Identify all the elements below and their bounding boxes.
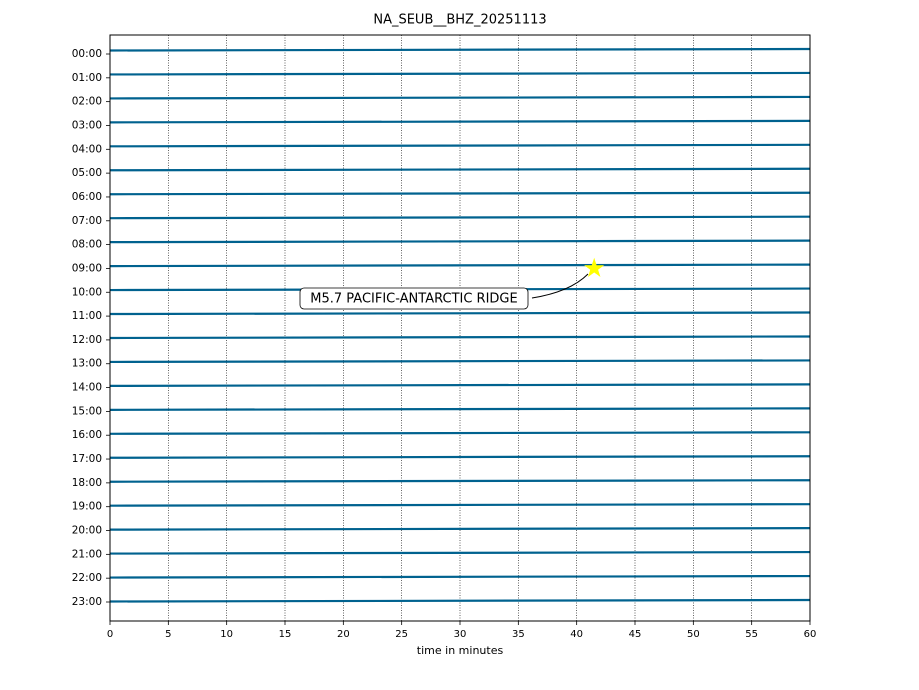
annotation-arrow (531, 273, 589, 299)
trace (109, 95, 811, 100)
y-tick-label: 22:00 (72, 572, 102, 584)
y-tick-label: 12:00 (72, 334, 102, 346)
x-tick-label: 60 (804, 629, 817, 640)
trace (109, 598, 811, 603)
trace (109, 574, 811, 579)
x-tick-label: 30 (454, 629, 467, 640)
x-tick-label: 45 (629, 629, 642, 640)
y-tick-label: 01:00 (72, 72, 102, 84)
y-tick-label: 16:00 (72, 429, 102, 441)
annotation: M5.7 PACIFIC-ANTARCTIC RIDGE (310, 292, 517, 307)
event-star (584, 257, 605, 277)
plot-frame (109, 34, 811, 622)
y-tick-label: 21:00 (72, 548, 102, 560)
y-tick-label: 10:00 (72, 286, 102, 298)
y-tick-label: 11:00 (72, 310, 102, 322)
y-tick-label: 20:00 (72, 525, 102, 537)
y-tick-label: 09:00 (72, 262, 102, 274)
trace (109, 383, 811, 387)
x-tick-label: 55 (745, 629, 758, 640)
trace (109, 119, 811, 124)
y-tick-label: 04:00 (72, 143, 102, 155)
trace (109, 479, 811, 483)
x-tick-label: 0 (107, 629, 113, 640)
trace (109, 550, 811, 555)
x-tick-label: 25 (395, 629, 408, 640)
x-tick-label: 50 (687, 629, 700, 640)
trace (109, 503, 811, 507)
trace (109, 431, 811, 435)
trace (109, 527, 811, 531)
trace (109, 47, 811, 52)
trace (109, 407, 811, 411)
y-tick-label: 23:00 (72, 596, 102, 608)
x-tick-label: 35 (512, 629, 525, 640)
y-tick-label: 00:00 (72, 48, 102, 60)
y-tick-label: 03:00 (72, 119, 102, 131)
trace (109, 143, 811, 148)
trace (109, 239, 811, 244)
trace (109, 71, 811, 76)
y-tick-label: 17:00 (72, 453, 102, 465)
y-tick-label: 15:00 (72, 405, 102, 417)
trace (109, 455, 811, 459)
trace (109, 191, 811, 196)
y-tick-label: 18:00 (72, 477, 102, 489)
trace (109, 167, 811, 172)
y-tick-label: 02:00 (72, 96, 102, 108)
y-tick-label: 13:00 (72, 358, 102, 370)
x-axis-label: time in minutes (417, 644, 504, 657)
y-tick-label: 07:00 (72, 215, 102, 227)
y-tick-label: 14:00 (72, 382, 102, 394)
x-tick-label: 15 (279, 629, 292, 640)
trace (109, 335, 811, 340)
y-tick-label: 08:00 (72, 239, 102, 251)
trace (109, 215, 811, 220)
x-tick-label: 20 (337, 629, 350, 640)
x-tick-label: 10 (220, 629, 233, 640)
y-tick-label: 19:00 (72, 501, 102, 513)
x-tick-label: 40 (570, 629, 583, 640)
y-tick-label: 05:00 (72, 167, 102, 179)
trace (109, 263, 811, 268)
trace (109, 311, 811, 316)
annotation-box (299, 287, 529, 310)
trace (109, 359, 811, 364)
chart-title: NA_SEUB__BHZ_20251113 (373, 13, 546, 28)
x-tick-label: 5 (165, 629, 171, 640)
y-tick-label: 06:00 (72, 191, 102, 203)
